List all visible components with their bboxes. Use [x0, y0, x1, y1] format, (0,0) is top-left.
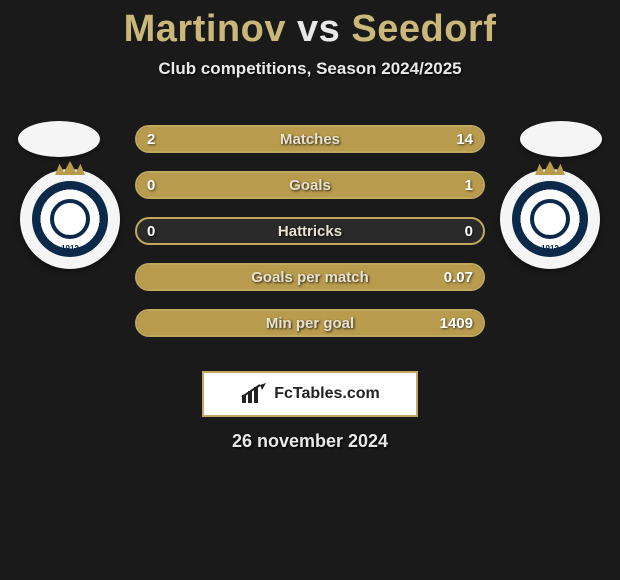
crown-icon [535, 161, 565, 175]
comparison-content: 214Matches 01Goals 00Hattricks 0.07Goals pe… [0, 107, 620, 367]
player2-flag [520, 121, 602, 157]
stat-label: Hattricks [137, 219, 483, 243]
stat-row: 0.07Goals per match [135, 263, 485, 291]
brand-box[interactable]: FcTables.com [202, 371, 418, 417]
player1-name: Martinov [124, 8, 286, 50]
subtitle: Club competitions, Season 2024/2025 [0, 59, 620, 79]
brand-label: FcTables.com [274, 385, 380, 403]
stat-label: Matches [137, 127, 483, 151]
player2-name: Seedorf [351, 8, 496, 50]
comparison-title: Martinov vs Seedorf [0, 0, 620, 51]
badge-inner [32, 181, 108, 257]
vs-label: vs [297, 8, 340, 50]
footer-date: 26 november 2024 [0, 431, 620, 452]
badge-inner [512, 181, 588, 257]
player2-club-badge [500, 169, 600, 269]
stat-row: 00Hattricks [135, 217, 485, 245]
stat-label: Min per goal [137, 311, 483, 335]
stat-row: 1409Min per goal [135, 309, 485, 337]
stat-label: Goals [137, 173, 483, 197]
stat-bars: 214Matches 01Goals 00Hattricks 0.07Goals pe… [135, 125, 485, 355]
player1-club-badge [20, 169, 120, 269]
chart-icon [240, 383, 268, 405]
stat-row: 214Matches [135, 125, 485, 153]
player1-flag [18, 121, 100, 157]
crown-icon [55, 161, 85, 175]
stat-row: 01Goals [135, 171, 485, 199]
stat-label: Goals per match [137, 265, 483, 289]
